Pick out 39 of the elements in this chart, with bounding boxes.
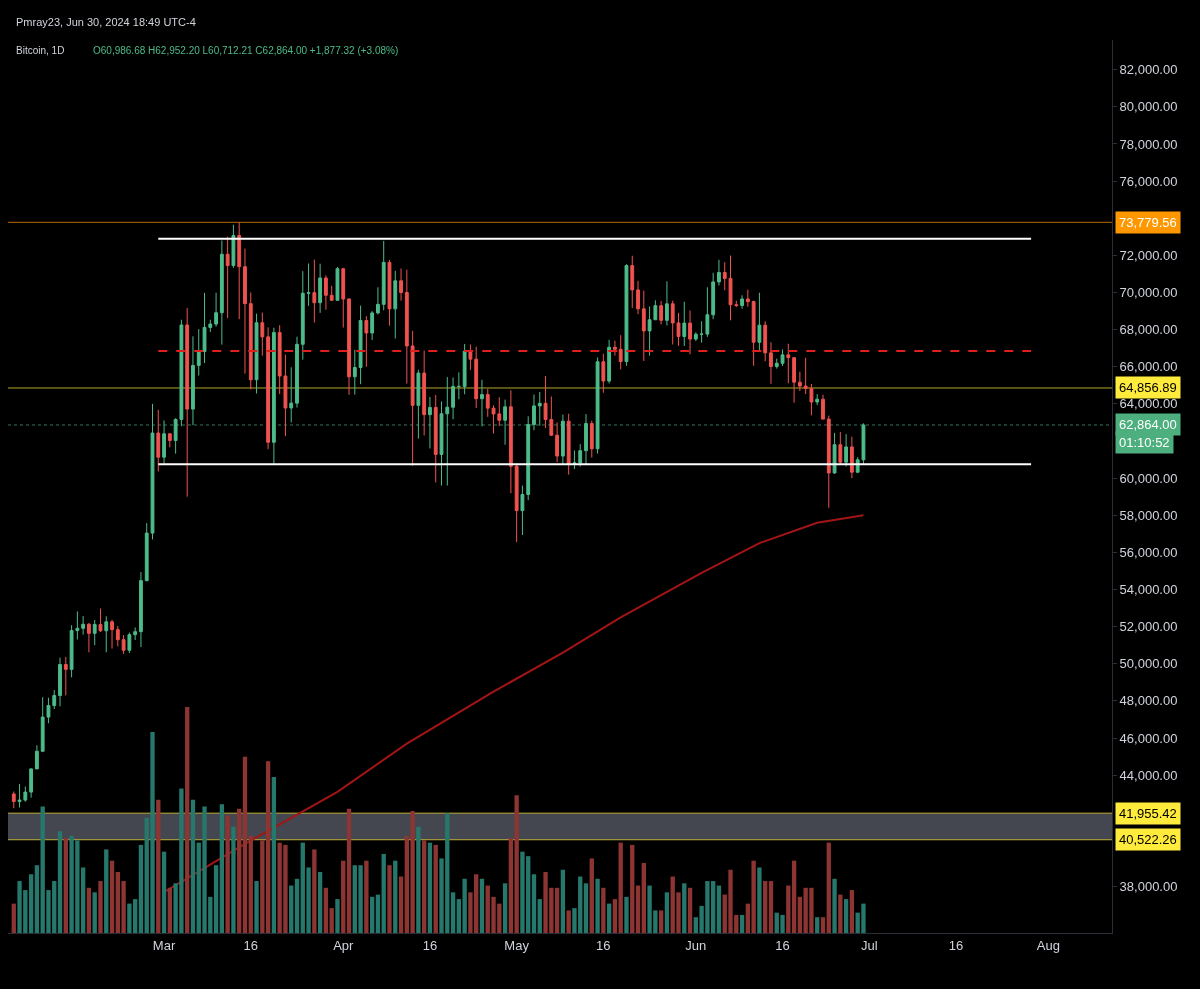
text: Bitcoin, 1D (16, 45, 65, 56)
x-tick-label: Jul (860, 937, 878, 953)
x-tick-label: Jun (685, 937, 707, 953)
ref-line-label: 41,955.42 (1119, 806, 1177, 821)
y-tick-label: 76,000.00 (1119, 173, 1178, 189)
x-tick-label: 16 (243, 937, 258, 953)
y-tick-label: 82,000.00 (1119, 62, 1178, 78)
y-tick-label: 78,000.00 (1119, 136, 1178, 152)
text: O60,986.68 H62,952.20 L60,712.21 C62,864.00 +1,877.32 (+3.08%) (93, 45, 399, 56)
x-tick-label: 16 (775, 937, 790, 953)
text: Pmray23, Jun 30, 2024 18:49 UTC-4 (16, 16, 196, 28)
x-tick-label: Aug (1036, 937, 1060, 953)
y-tick-label: 56,000.00 (1119, 544, 1178, 560)
y-tick-label: 38,000.00 (1119, 879, 1178, 895)
y-tick-label: 72,000.00 (1119, 247, 1178, 263)
y-tick-label: 58,000.00 (1119, 507, 1178, 523)
y-tick-label: 50,000.00 (1119, 656, 1178, 672)
y-tick-label: 68,000.00 (1119, 322, 1178, 338)
ref-line-label: 64,856.89 (1119, 380, 1177, 395)
y-tick-label: 60,000.00 (1119, 470, 1178, 486)
ref-line-label: 62,864.00 (1119, 417, 1177, 432)
y-tick-label: 46,000.00 (1119, 730, 1178, 746)
y-tick-label: 66,000.00 (1119, 359, 1178, 375)
x-tick-label: 16 (948, 937, 964, 953)
y-tick-label: 44,000.00 (1119, 767, 1178, 783)
text: 01:10:52 (1119, 435, 1170, 450)
y-tick-label: 64,000.00 (1119, 396, 1178, 412)
x-tick-label: Apr (333, 937, 355, 953)
x-tick-label: Mar (152, 937, 176, 953)
y-tick-label: 52,000.00 (1119, 619, 1178, 635)
ref-line-label: 73,779.56 (1119, 215, 1177, 230)
y-tick-label: 48,000.00 (1119, 693, 1178, 709)
y-tick-label: 70,000.00 (1119, 285, 1178, 301)
x-tick-label: 16 (422, 937, 438, 953)
x-tick-label: May (504, 937, 530, 953)
x-tick-label: 16 (596, 937, 611, 953)
y-tick-label: 80,000.00 (1119, 99, 1178, 115)
ref-line-label: 40,522.26 (1119, 832, 1177, 847)
y-tick-label: 54,000.00 (1119, 582, 1178, 598)
